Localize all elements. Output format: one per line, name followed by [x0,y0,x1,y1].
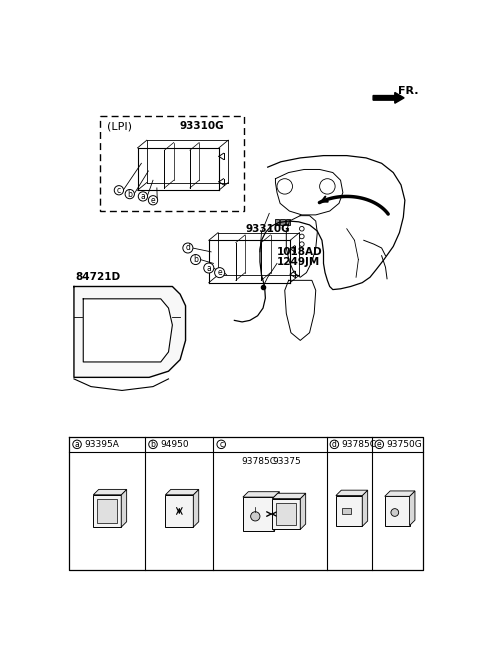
Bar [336,496,362,527]
Text: b: b [151,440,156,449]
Polygon shape [300,493,306,529]
Circle shape [330,440,338,449]
Bar [342,508,351,514]
Text: 93310G: 93310G [180,121,224,132]
Circle shape [215,268,225,278]
Polygon shape [83,299,172,362]
Circle shape [217,440,226,449]
Polygon shape [272,493,306,498]
Circle shape [183,243,193,253]
Bar [100,115,244,211]
Text: 93395A: 93395A [84,440,119,449]
Circle shape [375,440,384,449]
Circle shape [149,440,157,449]
Bar [243,497,274,531]
Circle shape [138,192,147,201]
Polygon shape [274,492,279,531]
Circle shape [251,512,260,521]
Polygon shape [74,286,186,377]
Text: a: a [75,440,79,449]
Text: 93375: 93375 [272,457,300,466]
Text: 94950: 94950 [160,440,189,449]
Text: 93785C: 93785C [241,457,276,466]
Text: e: e [151,196,156,205]
Text: FR.: FR. [398,86,419,96]
Polygon shape [93,489,127,495]
Polygon shape [385,491,415,496]
Text: 93785C: 93785C [341,440,376,449]
Bar [280,219,285,225]
Text: b: b [193,255,198,264]
Polygon shape [409,491,415,525]
Bar [166,495,193,527]
Text: 93750G: 93750G [386,440,422,449]
Text: 1018AD: 1018AD [277,247,323,257]
Text: d: d [332,440,337,449]
Text: a: a [206,263,211,272]
Bar [272,498,300,529]
Text: b: b [127,189,132,198]
Circle shape [191,255,201,265]
Text: e: e [217,268,222,277]
Circle shape [125,189,134,198]
Text: 93310G: 93310G [246,224,290,234]
Text: c: c [219,440,223,449]
Bar [97,499,117,523]
Bar [93,495,121,527]
Circle shape [391,509,399,516]
Text: c: c [117,186,121,195]
Circle shape [148,196,157,205]
Text: (LPI): (LPI) [107,121,132,132]
Text: e: e [377,440,382,449]
Bar [385,496,409,525]
Polygon shape [373,92,404,103]
Text: 1249JM: 1249JM [277,257,320,267]
Polygon shape [336,490,368,496]
Polygon shape [166,489,199,495]
Bar [275,219,279,225]
Polygon shape [121,489,127,527]
Text: d: d [185,244,190,252]
Circle shape [114,185,123,195]
Text: a: a [141,192,145,201]
Bar [286,219,290,225]
Circle shape [204,263,214,273]
Polygon shape [362,490,368,527]
Circle shape [73,440,81,449]
Text: 84721D: 84721D [75,272,120,282]
Bar [276,503,296,525]
Polygon shape [243,492,279,497]
Polygon shape [193,489,199,527]
